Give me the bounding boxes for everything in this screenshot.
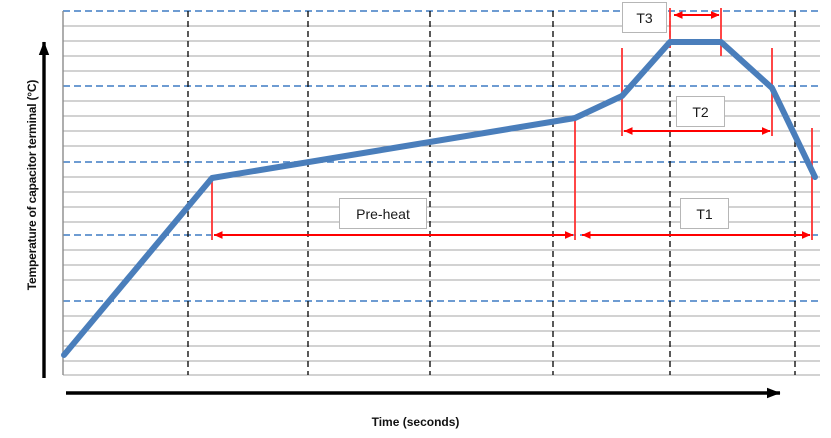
annotation-label-t2: T2	[676, 96, 725, 127]
temperature-profile-curve	[61, 39, 818, 358]
annotation-label-t3: T3	[622, 2, 667, 33]
major-gridlines	[63, 10, 820, 302]
annotation-label-preheat: Pre-heat	[339, 198, 427, 229]
y-axis-label: Temperature of capacitor terminal (°C)	[25, 79, 39, 291]
annotation-arrows	[213, 11, 811, 239]
x-axis-label: Time (seconds)	[371, 415, 460, 429]
vertical-dividers	[187, 11, 796, 375]
annotation-label-t1: T1	[680, 198, 729, 229]
